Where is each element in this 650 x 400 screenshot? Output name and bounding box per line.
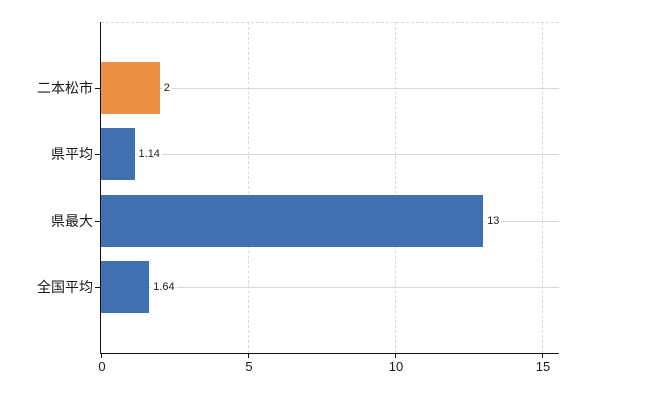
y-axis-label: 全国平均 xyxy=(37,279,93,295)
category-gridline xyxy=(101,287,559,288)
bar-value-label: 2 xyxy=(161,81,172,95)
y-axis-label: 県最大 xyxy=(51,213,93,229)
category-gridline xyxy=(101,154,559,155)
bar-value-label: 1.14 xyxy=(136,147,162,161)
x-tick xyxy=(395,354,396,358)
plot-top-gridline xyxy=(101,22,559,23)
x-tick-label: 15 xyxy=(535,359,551,374)
bar-value-label: 1.64 xyxy=(151,280,177,294)
y-tick xyxy=(95,88,101,89)
v-gridline xyxy=(395,22,396,353)
x-tick-label: 10 xyxy=(388,359,404,374)
x-tick-label: 5 xyxy=(245,359,253,374)
y-tick xyxy=(95,287,101,288)
y-axis-label: 県平均 xyxy=(51,146,93,162)
y-tick xyxy=(95,221,101,222)
bar-value-label: 13 xyxy=(485,214,502,228)
v-gridline xyxy=(542,22,543,353)
category-gridline xyxy=(101,88,559,89)
bar xyxy=(101,128,135,180)
x-tick xyxy=(248,354,249,358)
v-gridline xyxy=(248,22,249,353)
x-tick-label: 0 xyxy=(98,359,106,374)
y-tick xyxy=(95,154,101,155)
bar xyxy=(101,261,150,313)
x-tick xyxy=(542,354,543,358)
bar xyxy=(101,195,484,247)
bar xyxy=(101,62,160,114)
x-tick xyxy=(101,354,102,358)
y-axis-label: 二本松市 xyxy=(37,80,93,96)
y-axis-line xyxy=(100,22,102,354)
x-axis-line xyxy=(100,353,559,355)
